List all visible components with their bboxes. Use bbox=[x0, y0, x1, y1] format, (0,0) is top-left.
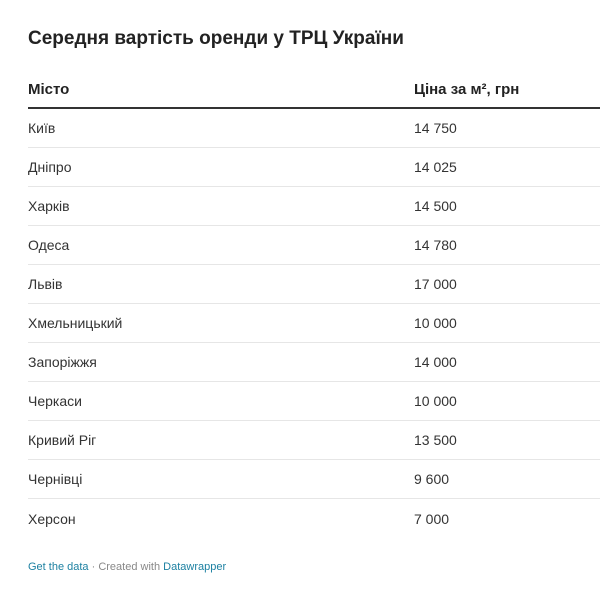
cell-price: 14 025 bbox=[414, 159, 457, 175]
cell-city: Херсон bbox=[28, 510, 76, 527]
chart-title: Середня вартість оренди у ТРЦ України bbox=[28, 28, 404, 49]
table-row: Львів 17 000 bbox=[28, 265, 600, 304]
table-row: Харків 14 500 bbox=[28, 187, 600, 226]
cell-city: Львів bbox=[28, 276, 63, 292]
column-header-city: Місто bbox=[28, 81, 70, 98]
footer-separator: · Created with bbox=[88, 561, 164, 573]
table-row: Кривий Ріг 13 500 bbox=[28, 421, 600, 460]
cell-price: 14 000 bbox=[414, 354, 457, 370]
footer: Get the data · Created with Datawrapper bbox=[28, 561, 226, 573]
table-header: Місто Ціна за м², грн bbox=[28, 72, 600, 109]
table-body: Київ 14 750 Дніпро 14 025 Харків 14 500 Одеса 1… bbox=[28, 109, 600, 538]
table-row: Чернівці 9 600 bbox=[28, 460, 600, 499]
data-table: Місто Ціна за м², грн Київ 14 750 Дніпро 14… bbox=[28, 72, 600, 538]
table-row: Київ 14 750 bbox=[28, 109, 600, 148]
cell-price: 14 750 bbox=[414, 120, 457, 136]
table-row: Одеса 14 780 bbox=[28, 226, 600, 265]
datawrapper-link[interactable]: Datawrapper bbox=[163, 561, 227, 573]
cell-price: 17 000 bbox=[414, 276, 457, 292]
cell-city: Кривий Ріг bbox=[28, 432, 97, 448]
cell-city: Дніпро bbox=[28, 159, 72, 175]
cell-price: 9 600 bbox=[414, 471, 450, 487]
cell-price: 7 000 bbox=[414, 510, 450, 527]
cell-price: 14 780 bbox=[414, 237, 457, 253]
cell-price: 10 000 bbox=[414, 393, 457, 409]
table-row: Дніпро 14 025 bbox=[28, 148, 600, 187]
cell-city: Київ bbox=[28, 120, 56, 136]
cell-city: Черкаси bbox=[28, 393, 82, 409]
table-row: Черкаси 10 000 bbox=[28, 382, 600, 421]
cell-city: Одеса bbox=[28, 237, 70, 253]
table-row: Херсон 7 000 bbox=[28, 499, 600, 538]
table-row: Запоріжжя 14 000 bbox=[28, 343, 600, 382]
get-the-data-link[interactable]: Get the data bbox=[28, 561, 89, 573]
cell-city: Чернівці bbox=[28, 471, 83, 487]
cell-city: Харків bbox=[28, 198, 70, 214]
cell-price: 13 500 bbox=[414, 432, 457, 448]
cell-city: Хмельницький bbox=[28, 315, 123, 331]
cell-price: 10 000 bbox=[414, 315, 457, 331]
cell-city: Запоріжжя bbox=[28, 354, 97, 370]
column-header-price: Ціна за м², грн bbox=[414, 81, 520, 98]
table-row: Хмельницький 10 000 bbox=[28, 304, 600, 343]
cell-price: 14 500 bbox=[414, 198, 457, 214]
